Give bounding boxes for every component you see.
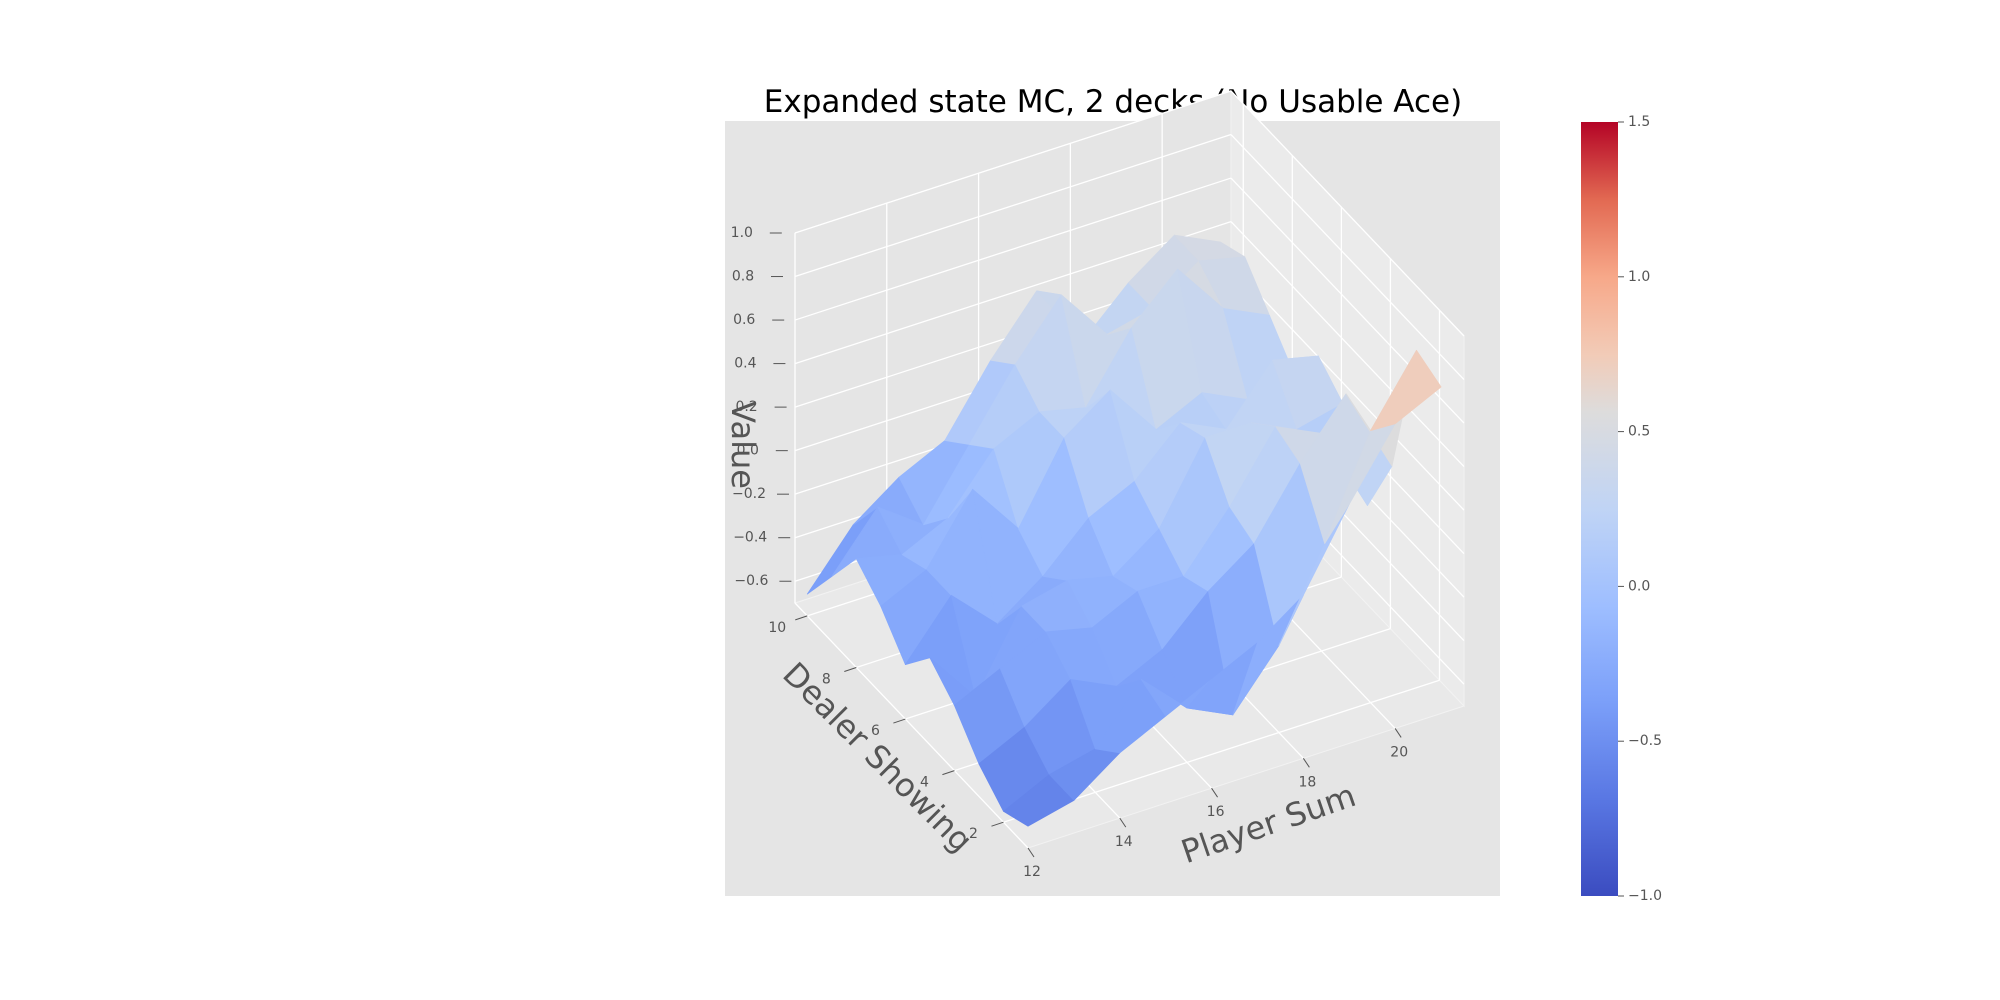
z-tick-label: 0.2 [735, 399, 757, 415]
z-tick-label: 0.6 [733, 312, 755, 328]
colorbar [1581, 122, 1618, 896]
z-tick-label: −0.2 [732, 486, 766, 502]
x-tick-label: 20 [1390, 744, 1408, 760]
z-axis-label: Value [724, 401, 762, 489]
x-tick-label: 12 [1023, 864, 1041, 880]
y-tick-label: 8 [822, 672, 831, 688]
value-surface [806, 234, 1442, 827]
z-tick-label: 0.8 [732, 269, 754, 285]
colorbar-tick-label: 1.0 [1628, 269, 1650, 285]
x-tick-label: 16 [1207, 804, 1225, 820]
z-tick-label: 0.4 [734, 356, 756, 372]
colorbar-tick-label: 0.5 [1628, 424, 1650, 440]
colorbar-ticks: −1.0 −0.5 0.0 0.5 1.0 1.5 [1618, 114, 1662, 904]
colorbar-tick-label: −1.0 [1628, 888, 1662, 904]
x-tick-label: 18 [1298, 774, 1316, 790]
z-tick-label: −0.6 [734, 573, 768, 589]
y-tick-label: 2 [969, 826, 978, 842]
chart-title: Expanded state MC, 2 decks (No Usable Ac… [764, 84, 1462, 120]
colorbar-tick-label: −0.5 [1628, 733, 1662, 749]
colorbar-tick-label: 0.0 [1628, 578, 1650, 594]
y-tick-label: 6 [871, 723, 880, 739]
y-tick-label: 10 [768, 620, 786, 636]
x-tick-label: 14 [1115, 834, 1133, 850]
axis-ticks: 12 14 16 18 20 2 4 6 8 10 −0.6 −0.4 −0.2 0.0 0.2 0.4 0.6… [731, 225, 1408, 880]
z-tick-label: 0.0 [737, 443, 759, 459]
z-tick-label: −0.4 [733, 530, 767, 546]
z-tick-label: 1.0 [731, 225, 753, 241]
surface-facet [1370, 349, 1442, 432]
y-tick-label: 4 [920, 775, 929, 791]
colorbar-tick-label: 1.5 [1628, 114, 1650, 130]
